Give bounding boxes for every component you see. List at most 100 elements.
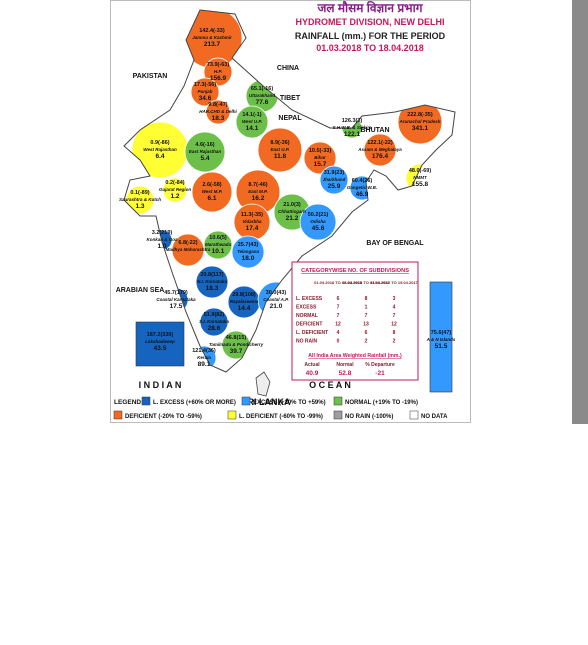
region-area [199,307,229,337]
region-rain: 9.8(-47) [208,102,227,108]
table-row-label: L. EXCESS [296,296,323,302]
table-cell: 2 [365,339,368,345]
region-rain: 0.2(-84) [165,180,184,186]
region-rain: 6.8(-22) [178,240,197,246]
legend-swatch [333,396,343,406]
region-name: Telangana [237,249,260,254]
legend-label: NORMAL (+19% TO -19%) [345,400,418,406]
region-name: East Rajasthan [189,149,222,154]
region-rain: 50.2(21) [308,212,329,218]
region-normal: 156.9 [210,75,227,82]
legend-swatch [241,396,251,406]
table-column: 01.03.2018 TO 11.04.2018 [342,280,390,285]
table-cell: 2 [393,339,396,345]
place-label: NEPAL [278,115,302,122]
region-name: Vidarbha [242,219,262,224]
region-normal: 46.9 [356,191,369,198]
region-rain: 73.9(-63) [207,62,229,68]
legend-label: L. DEFICIENT (-60% TO -99%) [239,414,323,420]
legend-swatch [227,410,237,420]
region-rain: 122.1(-22) [367,140,393,146]
region-name: Coastal Karnataka [156,297,196,302]
table-row-label: EXCESS [296,305,317,311]
legend-label: DEFICIENT (-20% TO -59%) [125,414,202,420]
region-normal: 18.3 [206,285,219,292]
region-rain: 4.6(-16) [195,142,214,148]
region-name: Konkan & Goa [146,237,178,242]
region-normal: 176.4 [372,153,389,160]
region-name: HAR.CHD & Delhi [199,109,237,114]
hindi-title: जल मौसम विज्ञान प्रभाग [317,1,424,15]
region-normal: 77.6 [256,99,269,106]
region-normal: 34.6 [199,95,212,102]
region-rain: 75.6(47) [431,330,452,336]
region-name: S.H.W.B. & Sikkim [333,125,372,130]
region-name: Coastal A.P. [263,297,289,302]
region-rain: 17.3(-56) [194,82,216,88]
region-name: West Rajasthan [143,147,177,152]
table-cell: 12 [391,322,397,328]
region-area [203,230,233,260]
region-normal: 10.1 [212,248,225,255]
legend-title: LEGEND: [114,399,143,406]
region-rain: 10.5(-33) [309,148,331,154]
region-name: Arunachal Pradesh [398,119,440,124]
region-rain: 8.7(-46) [248,182,267,188]
place-label: BHUTAN [360,127,389,134]
table-cell: 6 [365,330,368,336]
region-name: NMMT [413,175,428,180]
region-name: West U.P. [242,119,262,124]
table-cell: 12 [335,322,341,328]
region-name: Lakshadweep [145,339,175,344]
region-rain: 29.8(108) [232,292,256,298]
region-normal: 18.3 [212,115,225,122]
region-rain: 30.0(43) [266,290,287,296]
region-rain: 25.7(43) [238,242,259,248]
region-area [195,265,229,299]
region-rain: 142.4(-33) [199,28,225,34]
table-cell: 7 [365,313,368,319]
table-column: 01.03.2018 TO 18.04.2018 [314,280,363,285]
table-column: 01.03.2017 TO 19.04.2017 [370,280,419,285]
region-name: Bihar [314,155,326,160]
region-normal: 5.4 [200,155,209,162]
region-name: Gujarat Region [159,187,192,192]
place-label: SRI LANKA [242,397,291,407]
summary-title: All India Area Weighted Rainfall (mm.) [308,353,402,359]
region-normal: 14.1 [246,125,259,132]
region-rain: 121.4(36) [192,348,216,354]
region-area [191,171,233,213]
region-area [205,99,231,125]
region-rain: 60.4(26) [352,178,373,184]
region-name: East M.P. [248,189,268,194]
region-normal: 341.1 [412,125,429,132]
table-cell: 7 [337,305,340,311]
place-label: ARABIAN SEA [116,287,165,294]
region-normal: 28.6 [208,325,221,332]
region-area [162,177,188,203]
region-rain: 31.9(23) [324,170,345,176]
summary-value: -21 [375,370,385,377]
region-normal: 51.5 [435,343,448,350]
lakshadweep-box [135,321,185,367]
legend-swatch [333,410,343,420]
region-rain: 20.8(117) [200,272,223,278]
region-area [190,77,220,107]
region-rain: 14.1(-1) [242,112,261,118]
region-normal: 43.5 [154,345,167,352]
summary-header: Normal [336,362,354,368]
legend-swatch [409,410,419,420]
place-label: CHINA [277,65,299,72]
region-rain: 187.2(330) [147,332,174,338]
region-name: East U.P. [271,147,290,152]
region-name: Jharkhand [323,177,346,182]
region-name: Marathwada [205,242,232,247]
region-rain: 2.6(-58) [202,182,221,188]
region-name: S.I. Karnataka [199,319,229,324]
region-name: Chhattisgarh [278,209,306,214]
an-islands-shape [429,281,453,393]
table-cell: 7 [393,313,396,319]
place-label: O C E A N [309,380,351,390]
summary-header: Actual [304,362,320,368]
region-normal: 1.3 [135,203,144,210]
